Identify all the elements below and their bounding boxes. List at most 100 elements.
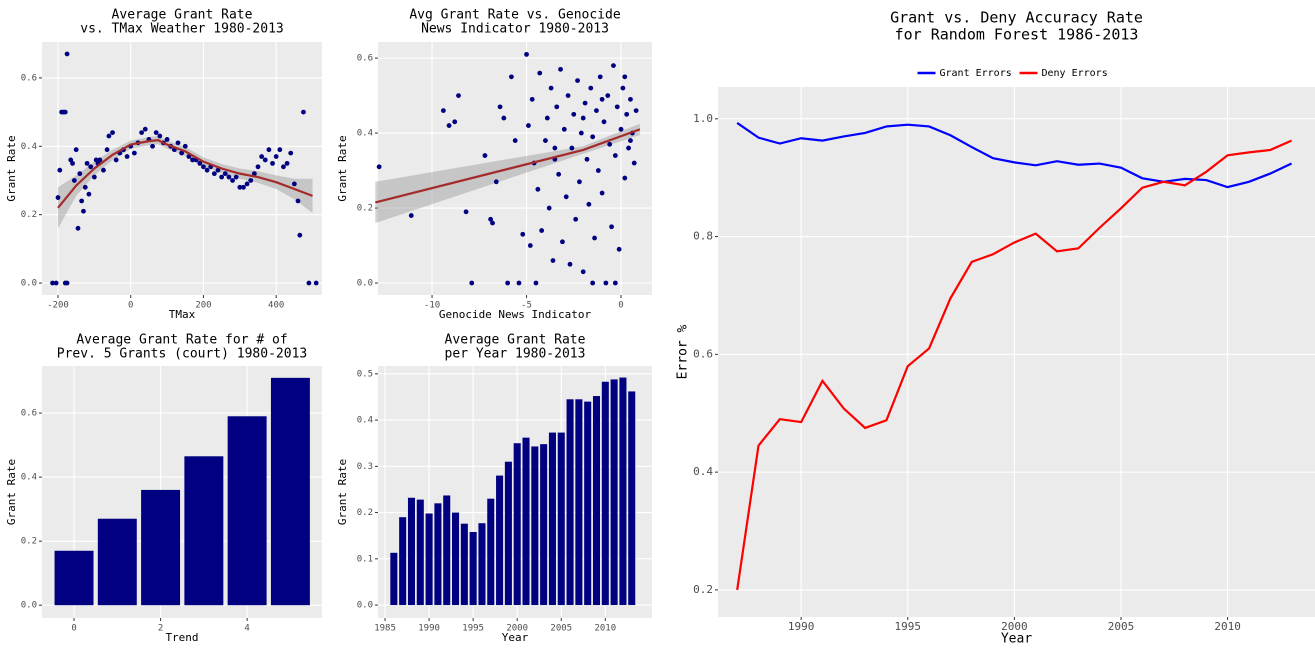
chart-title: Average Grant Rate <box>112 8 253 23</box>
point <box>71 178 77 183</box>
y-tick-label: 0.0 <box>21 279 37 289</box>
point <box>204 167 210 173</box>
point <box>301 109 306 115</box>
bar <box>584 401 592 606</box>
y-tick-label: 0.2 <box>357 204 373 214</box>
point <box>104 147 110 153</box>
y-tick-label: 0.6 <box>357 54 373 64</box>
point <box>565 93 571 98</box>
point <box>222 171 228 177</box>
point <box>628 138 633 143</box>
point <box>582 100 588 106</box>
y-tick-label: 0.5 <box>357 369 373 379</box>
point <box>244 181 250 187</box>
point <box>516 280 522 286</box>
point <box>520 231 526 237</box>
chart-title: Avg Grant Rate vs. Genocide <box>409 8 620 23</box>
point <box>106 133 112 139</box>
point <box>543 138 548 143</box>
point <box>469 280 475 286</box>
point <box>142 126 148 132</box>
bar <box>469 531 477 606</box>
point <box>594 108 599 113</box>
point <box>488 216 494 222</box>
point <box>575 78 580 84</box>
point <box>544 115 550 121</box>
point <box>567 261 573 267</box>
point <box>446 123 452 128</box>
point <box>624 111 630 117</box>
point <box>618 126 624 132</box>
point <box>408 213 414 218</box>
point <box>539 228 545 233</box>
bar <box>540 444 548 606</box>
point <box>79 198 85 204</box>
point <box>297 232 303 238</box>
point <box>237 184 243 190</box>
point <box>482 153 488 158</box>
point <box>527 243 533 248</box>
chart-title: per Year 1980-2013 <box>445 347 586 362</box>
point <box>490 220 495 226</box>
point <box>259 154 265 159</box>
point <box>62 109 68 115</box>
point <box>501 115 507 121</box>
y-axis-label: Grant Rate <box>336 459 349 525</box>
bar <box>434 503 442 606</box>
point <box>612 280 618 286</box>
point <box>73 147 79 153</box>
x-tick-label: 1995 <box>895 620 922 633</box>
point <box>633 108 639 113</box>
chart-title: for Random Forest 1986-2013 <box>895 26 1139 44</box>
point <box>291 181 297 187</box>
point <box>588 85 594 91</box>
bar <box>566 399 574 606</box>
bar <box>399 517 407 606</box>
bar <box>478 523 486 606</box>
point <box>50 280 55 286</box>
x-tick-label: 2010 <box>1214 620 1241 633</box>
y-axis-label: Grant Rate <box>5 135 18 201</box>
point <box>452 119 458 125</box>
y-tick-label: 0.4 <box>357 129 373 139</box>
x-tick-label: 0 <box>618 301 623 311</box>
bar <box>619 377 627 606</box>
point <box>529 96 535 102</box>
x-tick-label: 2000 <box>506 624 528 634</box>
point <box>628 96 633 102</box>
x-tick-label: 2000 <box>1001 620 1028 633</box>
point <box>578 130 584 136</box>
point <box>164 137 170 142</box>
y-tick-label: 0.2 <box>693 583 713 596</box>
point <box>599 96 605 102</box>
series-line <box>736 139 1292 591</box>
y-tick-label: 0.6 <box>21 409 37 419</box>
point <box>113 157 119 163</box>
bar <box>496 475 504 606</box>
point <box>607 141 613 147</box>
x-tick-label: 2 <box>158 624 163 634</box>
bar <box>407 497 416 606</box>
x-tick-label: -5 <box>521 301 532 311</box>
point <box>554 104 560 110</box>
point <box>131 150 137 156</box>
bar <box>548 432 556 606</box>
point <box>295 198 301 204</box>
point <box>77 171 83 177</box>
point <box>57 167 63 173</box>
series-line <box>736 122 1293 189</box>
point <box>182 143 188 149</box>
bar <box>601 381 609 606</box>
x-tick-label: -10 <box>424 301 440 311</box>
y-tick-label: 0.0 <box>357 601 373 611</box>
point <box>560 239 565 245</box>
point <box>548 85 554 91</box>
bar <box>141 489 181 606</box>
point <box>251 171 257 177</box>
point <box>306 280 312 286</box>
point <box>270 160 275 166</box>
point <box>248 178 254 183</box>
point <box>284 160 290 166</box>
point <box>556 171 562 177</box>
